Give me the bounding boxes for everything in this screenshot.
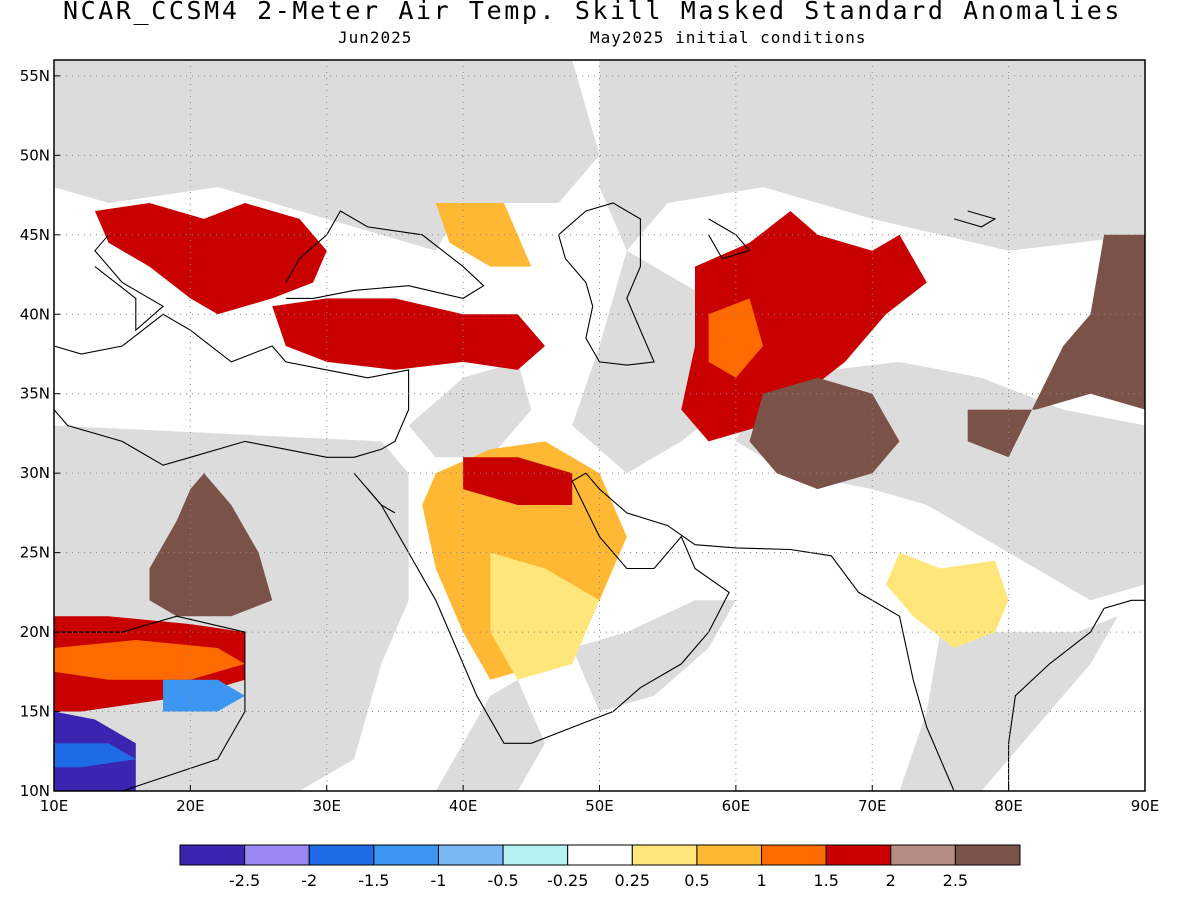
anomaly-band xyxy=(54,640,245,680)
lat-tick-label: 10N xyxy=(20,782,50,800)
colorbar-swatch xyxy=(825,844,892,866)
lat-tick-label: 20N xyxy=(20,623,50,641)
colorbar-label: -1.5 xyxy=(358,871,389,890)
lon-tick-label: 20E xyxy=(176,797,205,815)
lon-tick-label: 50E xyxy=(585,797,614,815)
anomaly-region xyxy=(149,473,273,617)
colorbar-swatch xyxy=(373,844,439,866)
colorbar-label: -1 xyxy=(430,871,446,890)
colorbar-swatch xyxy=(244,844,310,866)
colorbar-swatch xyxy=(179,844,246,866)
masked-region xyxy=(54,60,600,251)
lon-tick-label: 80E xyxy=(994,797,1023,815)
masked-region xyxy=(572,600,736,712)
initial-conditions: May2025 initial conditions xyxy=(590,28,867,47)
lon-tick-label: 90E xyxy=(1131,797,1160,815)
coastline xyxy=(558,202,655,366)
colorbar-label: -2 xyxy=(301,871,317,890)
colorbar-swatch xyxy=(890,844,956,866)
colorbar-swatch xyxy=(696,844,763,866)
lat-tick-label: 35N xyxy=(20,385,50,403)
colorbar-swatch xyxy=(631,844,698,866)
lon-tick-label: 60E xyxy=(722,797,751,815)
anomaly-region xyxy=(749,377,900,490)
colorbar-swatch xyxy=(308,844,375,866)
anomaly-band xyxy=(708,298,764,378)
colorbar-label: -0.5 xyxy=(487,871,518,890)
axis-ticks: 10E 20E 30E 40E 50E 60E 70E 80E 90E 10N 15N 20N 25N 3… xyxy=(20,67,1160,815)
lon-tick-label: 40E xyxy=(449,797,478,815)
coastline xyxy=(953,210,997,228)
colorbar-label: 1.5 xyxy=(813,871,838,890)
anomaly-region xyxy=(94,203,327,315)
colorbar-label: 0.5 xyxy=(684,871,709,890)
colorbar-swatch xyxy=(502,844,569,866)
anomaly-band xyxy=(463,457,573,505)
lat-tick-label: 40N xyxy=(20,305,50,323)
lat-tick-label: 50N xyxy=(20,146,50,164)
map-title: NCAR_CCSM4 2-Meter Air Temp. Skill Maske… xyxy=(62,0,1123,25)
coastlines xyxy=(53,202,1145,792)
colorbar-label: -2.5 xyxy=(229,871,260,890)
coastline xyxy=(54,615,246,792)
colorbar-label: 2.5 xyxy=(943,871,968,890)
lat-tick-label: 45N xyxy=(20,226,50,244)
colorbar-swatch xyxy=(761,844,827,866)
coastline xyxy=(353,472,955,792)
anomaly-band xyxy=(54,743,136,768)
colorbar-label: 1 xyxy=(756,871,766,890)
colorbar-label: 0.25 xyxy=(614,871,650,890)
lon-tick-label: 30E xyxy=(312,797,341,815)
lat-tick-label: 15N xyxy=(20,703,50,721)
colorbar-swatch xyxy=(567,844,633,866)
masked-region xyxy=(435,679,545,791)
masked-region xyxy=(599,60,1145,251)
coastline xyxy=(94,234,165,332)
masked-region xyxy=(899,616,1118,791)
coastline xyxy=(367,488,396,514)
anomaly-region xyxy=(967,234,1145,458)
colorbar: -2.5 -2 -1.5 -1 -0.5 -0.25 0.25 0.5 1 1.5 2 2.5 xyxy=(179,844,1021,890)
anomaly-band xyxy=(163,679,245,712)
masked-region xyxy=(408,361,532,458)
anomaly-region xyxy=(435,203,532,267)
colorbar-swatch xyxy=(437,844,504,866)
colorbar-label: -0.25 xyxy=(547,871,588,890)
coastline xyxy=(708,218,751,260)
coastline xyxy=(1008,599,1145,791)
anomaly-layer xyxy=(54,203,1145,791)
lon-tick-label: 10E xyxy=(40,797,69,815)
lon-tick-label: 70E xyxy=(858,797,887,815)
coastline xyxy=(53,313,410,466)
lat-tick-label: 30N xyxy=(20,464,50,482)
anomaly-region xyxy=(272,298,545,370)
colorbar-label: 2 xyxy=(886,871,896,890)
colorbar-swatch xyxy=(954,844,1021,866)
anomaly-region xyxy=(885,552,1009,648)
lat-tick-label: 25N xyxy=(20,544,50,562)
forecast-month: Jun2025 xyxy=(338,28,413,47)
anomaly-band xyxy=(490,552,600,680)
lat-tick-label: 55N xyxy=(20,67,50,85)
anomaly-band xyxy=(749,298,845,362)
